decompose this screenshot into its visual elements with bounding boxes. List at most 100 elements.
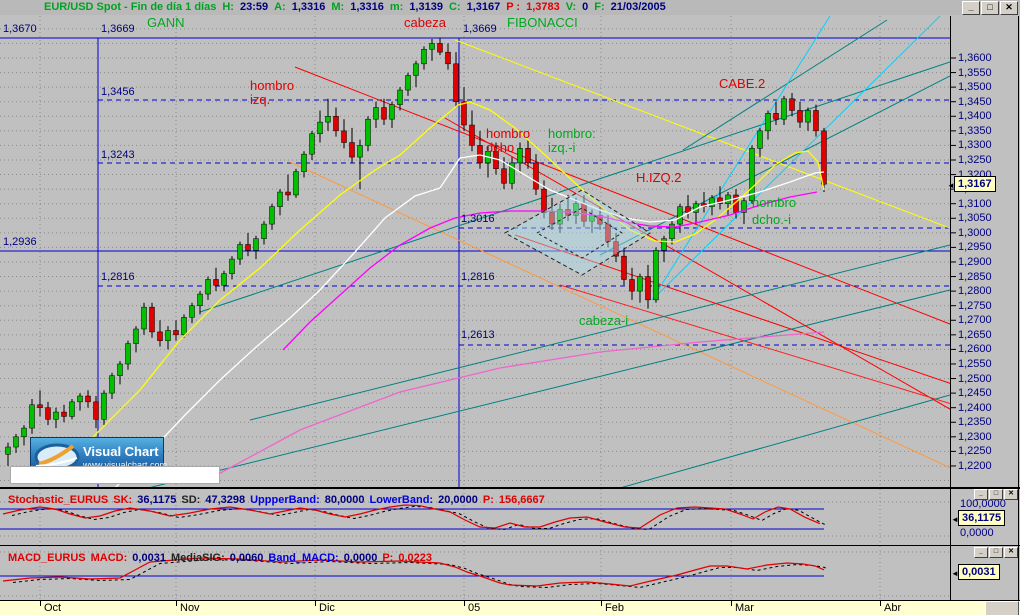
price-axis-label: 1,2950 <box>958 241 992 254</box>
month-label-nov: Nov <box>180 602 200 614</box>
last-price-box: ◄ 1,3167 <box>947 176 996 192</box>
indicator-header-segment: 36,1175 <box>137 494 177 506</box>
annotation-cabeza-i: cabeza-i <box>579 313 629 328</box>
time-axis-tick <box>601 601 602 606</box>
price-level-label: 1,3669 <box>101 23 135 35</box>
price-axis-label: 1,3450 <box>958 95 992 108</box>
price-axis-label: 1,3550 <box>958 66 992 79</box>
annotation-dcho-i: dcho.-i <box>752 212 792 227</box>
title-segment: 0 <box>582 1 589 13</box>
indicator-header-segment: 0,0223 <box>398 552 432 564</box>
indicator-header-segment: P: <box>482 494 494 506</box>
indicator-header-segment: UppperBand: <box>250 494 320 506</box>
price-level-label: 1,3016 <box>461 213 495 225</box>
minimize-button[interactable]: _ <box>962 1 980 15</box>
price-axis-label: 1,2800 <box>958 285 992 298</box>
macd-header: MACD_EURUS MACD: 0,0031 MediaSIG: 0,0060 Band… <box>8 549 437 565</box>
logo-title: Visual Chart <box>83 444 159 459</box>
price-axis-label: 1,3250 <box>958 153 992 166</box>
price-axis-label: 1,2650 <box>958 328 992 341</box>
month-label-05: 05 <box>468 602 481 614</box>
indicator-header-segment: 0,0031 <box>132 552 166 564</box>
month-label-mar: Mar <box>735 602 754 614</box>
logo-white-strip <box>10 466 220 484</box>
title-segment: 21/03/2005 <box>610 1 666 13</box>
price-axis-label: 1,3350 <box>958 124 992 137</box>
price-axis-label: 1,2900 <box>958 255 992 268</box>
month-label-feb: Feb <box>605 602 624 614</box>
title-segment: H: <box>222 1 234 13</box>
time-axis-tick <box>880 601 881 606</box>
price-level-label: 1,3456 <box>101 86 135 98</box>
price-level-label: 1,3670 <box>3 23 37 35</box>
chart-title-bar: EUR/USD Spot - Fin de día 1 días H: 23:59 A… <box>0 0 1020 16</box>
stoch-axis-0: 0,0000 <box>960 527 994 539</box>
title-segment: A: <box>274 1 286 13</box>
price-axis-label: 1,2850 <box>958 270 992 283</box>
indicator-header-segment: MACD: <box>90 552 128 564</box>
time-axis[interactable]: Oct Nov Dic 05 Feb Mar Abr <box>0 601 1020 615</box>
stochastic-value-box: ◄ 36,1175 <box>951 510 1006 526</box>
month-label-oct: Oct <box>44 602 62 614</box>
indicator-header-segment: Stochastic_EURUS <box>8 494 109 506</box>
macd-marker-arrow-icon: ◄ <box>951 569 959 578</box>
price-axis-label: 1,3600 <box>958 52 992 64</box>
maximize-button[interactable]: □ <box>981 1 999 15</box>
macd-minimize-button[interactable]: _ <box>974 547 988 558</box>
title-segment: P : <box>506 1 521 13</box>
macd-line <box>2 557 825 587</box>
stoch-axis-100: 100,0000 <box>960 498 1006 510</box>
price-axis-label: 1,2350 <box>958 416 992 429</box>
macd-maximize-button[interactable]: □ <box>989 547 1003 558</box>
annotation-hombro: hombro <box>486 126 531 141</box>
indicator-header-segment: P: <box>382 552 394 564</box>
annotation-hombro-: hombro: <box>548 126 596 141</box>
time-axis-tick <box>176 601 177 606</box>
price-axis-label: 1,2400 <box>958 401 992 414</box>
stoch-sk-line <box>2 504 821 529</box>
price-marker-arrow-icon: ◄ <box>947 181 955 190</box>
resize-grip[interactable] <box>985 601 1019 615</box>
time-axis-tick <box>40 601 41 606</box>
price-level-label: 1,2816 <box>461 271 495 283</box>
month-label-dic: Dic <box>319 602 335 614</box>
price-axis-label: 1,2750 <box>958 299 992 312</box>
macd-close-button[interactable]: ✕ <box>1004 547 1018 558</box>
annotation-cabe-2: CABE.2 <box>719 76 766 91</box>
price-axis-label: 1,2450 <box>958 387 992 400</box>
annotation-izq-: izq. <box>250 92 271 107</box>
annotation-cabeza: cabeza <box>404 15 446 30</box>
annotation-gann: GANN <box>147 15 185 30</box>
price-axis-label: 1,2700 <box>958 314 992 327</box>
logo-url: www.visualchart.com <box>83 460 168 470</box>
price-axis-label: 1,2550 <box>958 357 992 370</box>
stoch-close-button[interactable]: ✕ <box>1004 489 1018 500</box>
time-axis-tick <box>731 601 732 606</box>
title-segment: 1,3139 <box>409 1 443 13</box>
title-segment: m: <box>389 1 404 13</box>
stoch-minimize-button[interactable]: _ <box>974 489 988 500</box>
main-price-panel[interactable] <box>0 16 955 490</box>
price-axis-label: 1,3300 <box>958 139 992 152</box>
price-axis-label: 1,2250 <box>958 445 992 458</box>
close-button[interactable]: ✕ <box>1000 1 1018 15</box>
title-segment: F: <box>594 1 605 13</box>
annotation-hombro: hombro <box>752 195 797 210</box>
stoch-maximize-button[interactable]: □ <box>989 489 1003 500</box>
indicator-header-segment: Band_MACD: <box>268 552 339 564</box>
annotation-izq-i: izq.-i <box>548 140 576 155</box>
time-axis-tick <box>315 601 316 606</box>
title-segment: 1,3167 <box>466 1 501 13</box>
title-segment: 1,3316 <box>291 1 326 13</box>
price-axis-label: 1,2600 <box>958 343 992 356</box>
price-level-label: 1,3669 <box>463 23 497 35</box>
annotation-dcho: dcho <box>486 140 515 155</box>
macd-panel-controls: _ □ ✕ <box>973 547 1018 565</box>
title-segment: C: <box>448 1 461 13</box>
price-axis-label: 1,2300 <box>958 430 992 443</box>
title-segment: M: <box>331 1 345 13</box>
indicator-header-segment: LowerBand: <box>369 494 434 506</box>
time-axis-tick <box>464 601 465 606</box>
price-level-label: 1,2613 <box>461 329 495 341</box>
